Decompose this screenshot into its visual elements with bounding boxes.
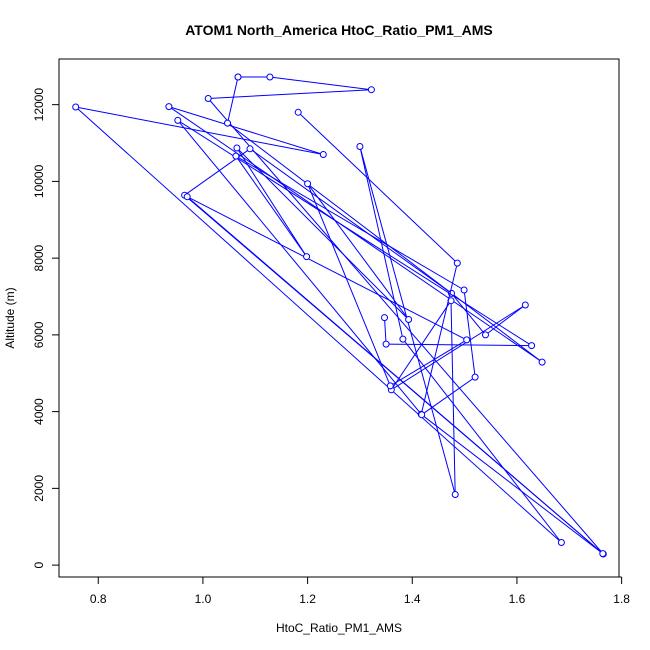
data-point <box>183 193 191 201</box>
data-point <box>356 143 364 150</box>
series-segment <box>390 339 467 387</box>
series-segment <box>307 183 391 387</box>
y-tick-label: 2000 <box>32 475 46 502</box>
data-point <box>471 373 479 381</box>
data-point <box>234 73 242 81</box>
y-tick-label: 0 <box>32 561 46 568</box>
chart-title: ATOM1 North_America HtoC_Ratio_PM1_AMS <box>185 22 493 38</box>
data-point <box>382 340 390 348</box>
series-segment <box>186 196 604 554</box>
x-tick-label: 1.8 <box>613 592 630 606</box>
series-segment <box>184 148 251 196</box>
data-point <box>453 259 461 267</box>
series-1 <box>174 108 607 558</box>
series-segment <box>307 183 410 320</box>
series-segment <box>420 413 604 554</box>
series-segment <box>75 106 562 543</box>
series-segment <box>391 304 526 391</box>
data-point <box>304 180 312 188</box>
series-segment <box>227 122 543 363</box>
data-point <box>482 331 489 339</box>
data-point <box>418 411 426 419</box>
data-point <box>232 152 240 160</box>
series-segment <box>463 289 476 378</box>
data-point <box>294 108 302 116</box>
x-tick-label: 0.8 <box>90 592 107 606</box>
series-segment <box>390 300 452 391</box>
series-segment <box>207 98 604 555</box>
series-layer <box>72 73 607 558</box>
data-point <box>386 382 394 390</box>
x-tick-label: 1.2 <box>299 592 316 606</box>
series-segment <box>384 317 387 345</box>
data-point <box>72 103 80 111</box>
series-segment <box>485 304 526 336</box>
y-tick-label: 12000 <box>32 88 46 122</box>
data-point <box>521 301 529 309</box>
series-segment <box>386 343 532 347</box>
series-segment <box>177 119 532 347</box>
data-point <box>319 151 327 158</box>
data-point <box>460 286 468 294</box>
series-segment <box>227 76 239 124</box>
series-segment <box>235 155 465 291</box>
series-segment <box>451 293 486 336</box>
x-tick-label: 1.0 <box>195 592 212 606</box>
data-point <box>204 95 212 102</box>
data-point <box>463 336 471 344</box>
data-point <box>266 73 274 81</box>
series-segment <box>249 148 452 294</box>
data-point <box>599 550 607 558</box>
series-segment <box>421 376 476 416</box>
series-segment <box>420 262 458 415</box>
data-point <box>303 253 311 261</box>
y-tick-label: 6000 <box>32 321 46 348</box>
series-segment <box>208 89 372 99</box>
series-segment <box>168 106 543 363</box>
y-tick-label: 10000 <box>32 164 46 198</box>
x-tick-label: 1.4 <box>404 592 421 606</box>
data-point <box>233 144 241 152</box>
x-axis: 0.8 1.0 1.2 1.4 1.6 1.8 <box>90 576 630 606</box>
series-segment <box>177 120 423 416</box>
data-point <box>528 342 536 350</box>
data-point <box>399 335 407 343</box>
y-axis: 0 2000 4000 6000 8000 10000 12000 <box>32 88 60 568</box>
series-segment <box>269 76 372 91</box>
data-point <box>451 491 459 498</box>
series-segment <box>236 147 409 320</box>
data-point <box>381 314 388 322</box>
y-tick-label: 8000 <box>32 244 46 271</box>
series-segment <box>75 106 324 155</box>
data-point <box>174 116 182 124</box>
series-segment <box>402 338 562 543</box>
series-segment <box>236 147 308 257</box>
plot-frame <box>58 58 620 578</box>
series-segment <box>450 300 456 495</box>
series-segment <box>297 111 458 264</box>
y-axis-label: Altitude (m) <box>3 287 17 348</box>
data-point <box>557 539 565 546</box>
x-axis-label: HtoC_Ratio_PM1_AMS <box>276 621 402 635</box>
data-point <box>538 358 546 366</box>
series-segment <box>168 106 324 155</box>
data-point <box>246 145 254 153</box>
data-point <box>165 103 173 111</box>
series-segment <box>235 155 308 257</box>
data-point <box>367 86 375 94</box>
data-point <box>224 119 231 127</box>
x-tick-label: 1.6 <box>509 592 526 606</box>
y-tick-label: 4000 <box>32 398 46 425</box>
series-segment <box>186 196 467 341</box>
data-point <box>405 316 413 323</box>
